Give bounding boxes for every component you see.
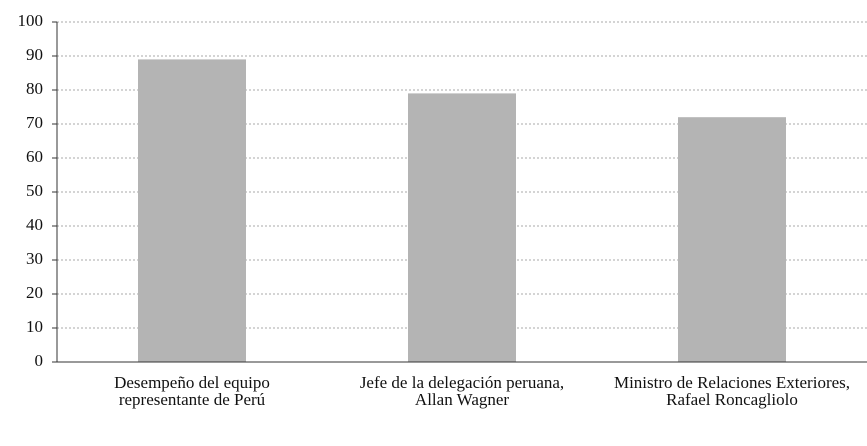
- bar: [678, 117, 786, 362]
- y-tick-label: 80: [26, 79, 43, 98]
- y-tick-label: 100: [18, 11, 44, 30]
- y-tick-label: 10: [26, 317, 43, 336]
- x-tick-label: Jefe de la delegación peruana, Allan Wag…: [359, 373, 565, 409]
- y-tick-label: 40: [26, 215, 43, 234]
- bar: [138, 59, 246, 363]
- x-tick-label: Ministro de Relaciones Exteriores, Rafae…: [613, 373, 851, 409]
- y-tick-label: 60: [26, 147, 43, 166]
- y-tick-label: 30: [26, 249, 43, 268]
- y-tick-label: 0: [35, 351, 44, 370]
- y-tick-label: 50: [26, 181, 43, 200]
- x-tick-label: Desempeño del equipo representante de Pe…: [114, 373, 270, 409]
- y-tick-label: 70: [26, 113, 43, 132]
- bar: [408, 93, 516, 363]
- y-tick-label: 90: [26, 45, 43, 64]
- y-tick-label: 20: [26, 283, 43, 302]
